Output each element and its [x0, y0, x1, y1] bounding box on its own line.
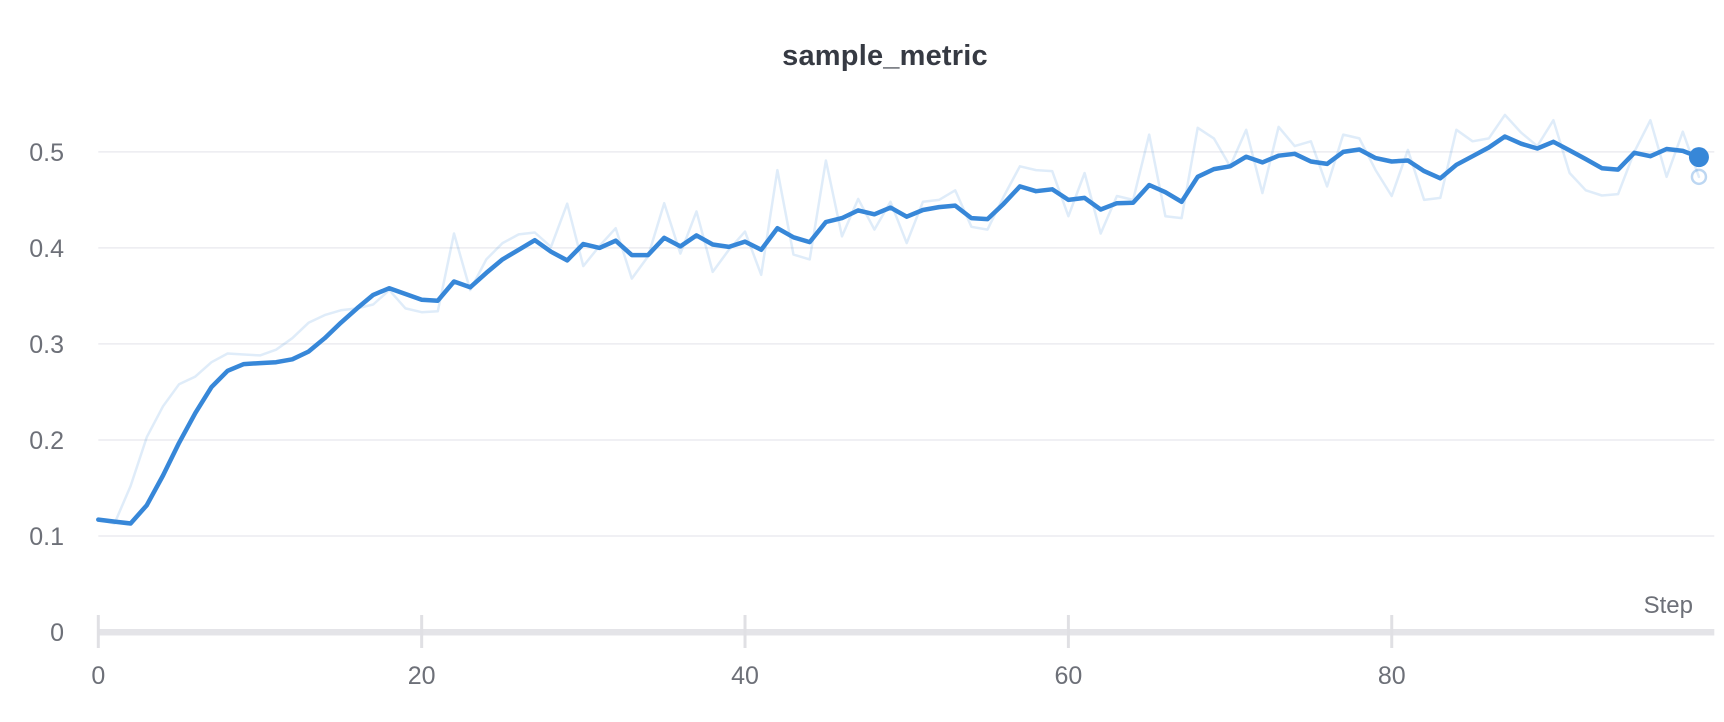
y-tick-label: 0.1: [29, 523, 64, 551]
chart-title: sample_metric: [782, 40, 988, 72]
x-tick-label: 80: [1378, 662, 1406, 690]
last-raw-point-marker[interactable]: [1690, 168, 1708, 186]
raw-line: [97, 113, 1701, 525]
x-tick-label: 0: [91, 662, 105, 690]
y-tick-label: 0.3: [29, 331, 64, 359]
x-axis-bar: [98, 629, 1715, 636]
x-axis-label: Step: [1643, 592, 1693, 619]
y-tick-label: 0.5: [29, 139, 64, 167]
x-tick-label: 40: [731, 662, 759, 690]
y-tick-label: 0.4: [29, 235, 64, 263]
last-point-marker[interactable]: [1688, 147, 1709, 168]
x-tick-label: 20: [408, 662, 436, 690]
y-tick-label: 0.2: [29, 427, 64, 455]
y-tick-label: 0: [50, 619, 64, 647]
x-tick-label: 60: [1054, 662, 1082, 690]
smoothed-line: [96, 134, 1702, 526]
